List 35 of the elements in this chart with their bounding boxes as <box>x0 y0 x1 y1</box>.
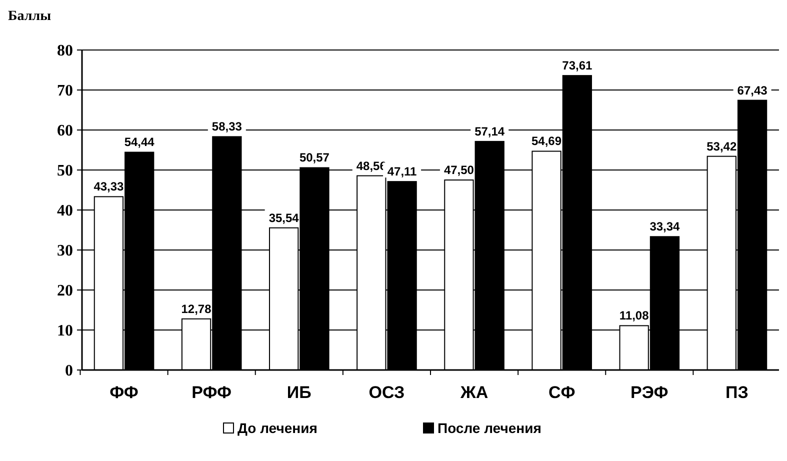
y-axis-title: Баллы <box>8 9 52 24</box>
data-label: 47,11 <box>387 164 418 179</box>
y-tick-label: 30 <box>57 242 73 260</box>
data-label: 54,69 <box>532 134 562 148</box>
data-label: 43,33 <box>94 180 124 194</box>
y-tick-label: 0 <box>65 362 73 380</box>
y-tick-label: 70 <box>57 82 73 100</box>
x-tick-label: ОСЗ <box>368 383 405 402</box>
x-tick-label: РФФ <box>192 383 232 402</box>
data-label: 47,50 <box>444 163 474 177</box>
data-label: 57,14 <box>474 124 505 138</box>
data-label: 67,43 <box>737 83 768 98</box>
y-tick-label: 60 <box>57 122 73 140</box>
data-label: 53,42 <box>706 139 737 154</box>
x-tick-label: ФФ <box>110 383 138 402</box>
data-label: 33,34 <box>650 220 680 234</box>
data-label: 11,08 <box>619 308 650 323</box>
x-tick-label: ИБ <box>286 383 312 402</box>
data-label: 73,61 <box>562 58 593 73</box>
legend-label: До лечения <box>238 420 318 436</box>
data-label: 50,57 <box>299 150 330 165</box>
y-tick-label: 10 <box>57 322 73 340</box>
x-tick-label: ПЗ <box>726 383 748 402</box>
data-label: 12,78 <box>181 302 212 316</box>
data-label: 35,54 <box>268 210 300 225</box>
data-label: 54,44 <box>124 135 155 150</box>
x-tick-label: ЖА <box>459 383 488 402</box>
legend-label: После лечения <box>438 420 542 436</box>
x-tick-label: РЭФ <box>630 383 668 402</box>
data-label: 58,33 <box>212 120 242 134</box>
y-tick-label: 40 <box>57 202 73 220</box>
x-tick-label: СФ <box>548 383 576 402</box>
y-tick-label: 80 <box>57 42 73 60</box>
y-tick-label: 50 <box>57 162 73 180</box>
y-tick-label: 20 <box>57 282 73 300</box>
